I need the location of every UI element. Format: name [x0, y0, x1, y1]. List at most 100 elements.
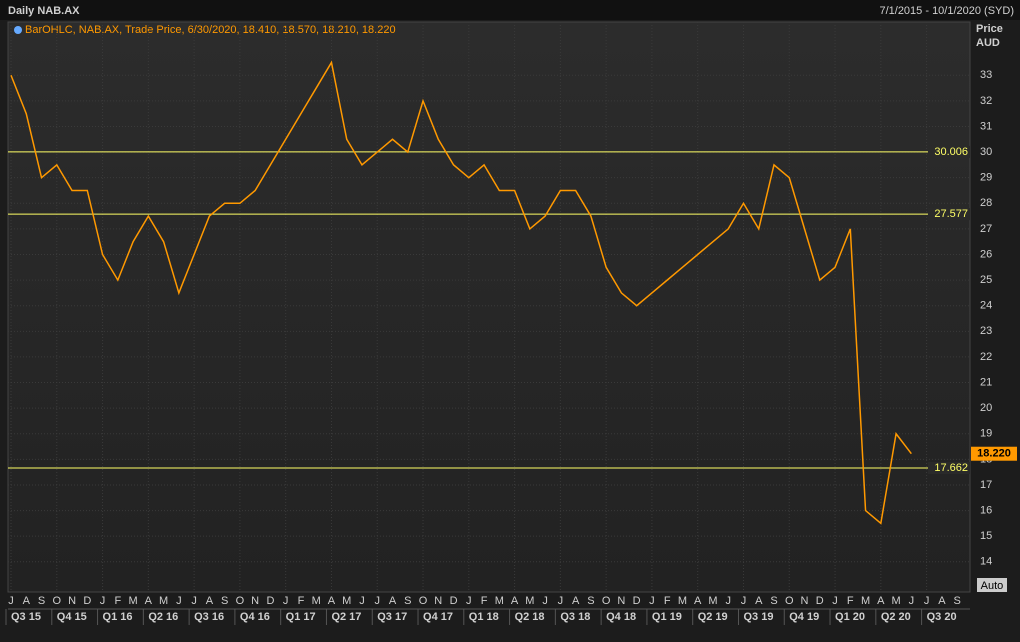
x-tick-label: N [68, 595, 76, 607]
x-tick-label: D [450, 595, 458, 607]
x-tick-label: J [725, 595, 731, 607]
x-tick-label: O [602, 595, 611, 607]
plot-area [7, 21, 971, 593]
auto-button[interactable] [977, 578, 1007, 592]
quarter-label: Q3 17 [377, 611, 407, 623]
x-tick-label: M [891, 595, 900, 607]
y-tick-label: 30 [980, 146, 992, 158]
x-tick-label: J [8, 595, 14, 607]
level-label: 30.006 [934, 146, 968, 158]
quarter-label: Q4 16 [240, 611, 270, 623]
x-tick-label: J [909, 595, 915, 607]
y-tick-label: 28 [980, 197, 992, 209]
y-tick-label: 19 [980, 428, 992, 440]
y-tick-label: 16 [980, 504, 992, 516]
y-tick-label: 33 [980, 69, 992, 81]
quarter-label: Q2 17 [331, 611, 361, 623]
price-line [10, 60, 912, 525]
x-tick-label: J [558, 595, 564, 607]
y-tick-label: 27 [980, 223, 992, 235]
x-tick-label: A [145, 595, 153, 607]
auto-button-label[interactable]: Auto [981, 580, 1004, 592]
y-tick-label: 21 [980, 376, 992, 388]
level-label-bg [928, 462, 970, 475]
quarter-label: Q3 20 [927, 611, 957, 623]
x-tick-label: A [23, 595, 31, 607]
y-tick-label: 32 [980, 95, 992, 107]
legend-icon [14, 26, 22, 34]
quarter-label: Q1 18 [469, 611, 499, 623]
y-tick-label: 24 [980, 300, 992, 312]
x-tick-label: M [861, 595, 870, 607]
quarter-label: Q4 17 [423, 611, 453, 623]
y-tick-label: 23 [980, 325, 992, 337]
x-tick-label: F [664, 595, 671, 607]
quarter-label: Q1 16 [103, 611, 133, 623]
x-tick-label: O [419, 595, 428, 607]
x-tick-label: M [495, 595, 504, 607]
x-tick-label: D [83, 595, 91, 607]
x-tick-label: D [633, 595, 641, 607]
legend-text: BarOHLC, NAB.AX, Trade Price, 6/30/2020,… [25, 24, 396, 36]
x-tick-label: S [404, 595, 411, 607]
quarter-label: Q4 15 [57, 611, 87, 623]
x-tick-label: J [100, 595, 106, 607]
x-tick-label: J [542, 595, 548, 607]
x-tick-label: A [938, 595, 946, 607]
x-tick-label: M [159, 595, 168, 607]
y-tick-label: 14 [980, 556, 992, 568]
quarter-label: Q4 19 [789, 611, 819, 623]
quarter-label: Q3 15 [11, 611, 41, 623]
x-tick-label: A [389, 595, 397, 607]
axis-unit: AUD [976, 37, 1000, 49]
x-tick-label: N [617, 595, 625, 607]
x-tick-label: M [678, 595, 687, 607]
quarter-label: Q2 18 [515, 611, 545, 623]
last-price-tag [971, 446, 1017, 461]
x-tick-label: A [511, 595, 519, 607]
quarter-label: Q2 19 [698, 611, 728, 623]
date-range: 7/1/2015 - 10/1/2020 (SYD) [879, 5, 1014, 17]
x-tick-label: D [816, 595, 824, 607]
x-tick-label: J [283, 595, 289, 607]
title-bar [0, 0, 1020, 20]
x-tick-label: J [374, 595, 380, 607]
x-tick-label: M [525, 595, 534, 607]
level-label: 17.662 [934, 462, 968, 474]
x-tick-label: J [741, 595, 747, 607]
quarter-label: Q2 20 [881, 611, 911, 623]
x-tick-label: S [953, 595, 960, 607]
x-tick-label: J [191, 595, 197, 607]
y-tick-label: 22 [980, 351, 992, 363]
x-tick-label: F [847, 595, 854, 607]
x-tick-label: J [176, 595, 182, 607]
chart-title: Daily NAB.AX [8, 5, 80, 17]
x-tick-label: J [466, 595, 472, 607]
quarter-label: Q4 18 [606, 611, 636, 623]
x-tick-label: O [785, 595, 794, 607]
x-tick-label: O [52, 595, 61, 607]
x-tick-label: F [114, 595, 121, 607]
x-tick-label: S [221, 595, 228, 607]
quarter-label: Q3 18 [560, 611, 590, 623]
quarter-label: Q1 17 [286, 611, 316, 623]
x-tick-label: M [342, 595, 351, 607]
x-tick-label: A [206, 595, 214, 607]
quarter-label: Q2 16 [148, 611, 178, 623]
level-label-bg [928, 208, 970, 221]
axis-label: Price [976, 23, 1003, 35]
quarter-label: Q1 19 [652, 611, 682, 623]
x-tick-label: S [38, 595, 45, 607]
x-tick-label: A [328, 595, 336, 607]
level-label-bg [928, 145, 970, 158]
y-tick-label: 15 [980, 530, 992, 542]
x-tick-label: S [587, 595, 594, 607]
x-tick-label: N [801, 595, 809, 607]
level-label: 27.577 [934, 208, 968, 220]
x-tick-label: A [755, 595, 763, 607]
x-tick-label: M [128, 595, 137, 607]
x-tick-label: M [312, 595, 321, 607]
x-tick-label: N [434, 595, 442, 607]
y-tick-label: 25 [980, 274, 992, 286]
